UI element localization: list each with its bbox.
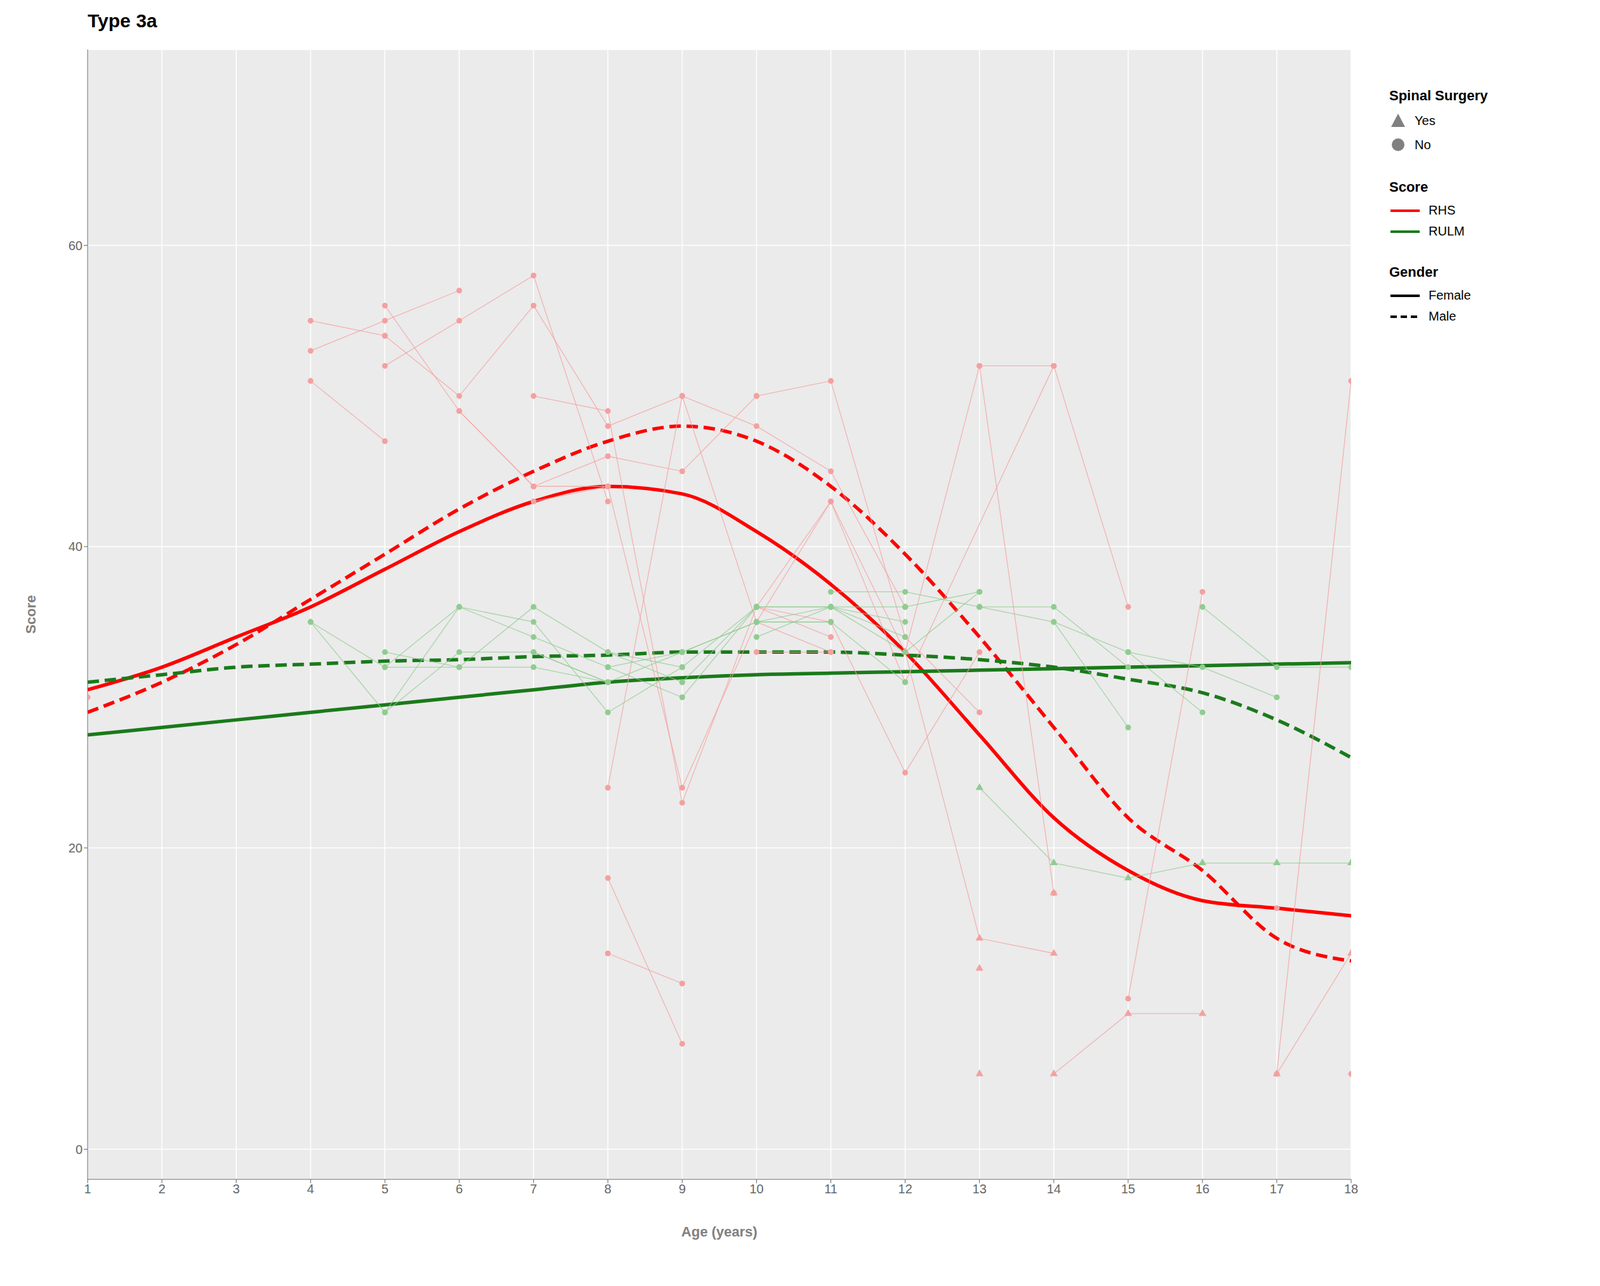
svg-text:0: 0	[75, 1142, 83, 1157]
svg-text:4: 4	[307, 1182, 315, 1197]
svg-text:60: 60	[68, 238, 83, 253]
html-text:RHS: RHS	[1428, 203, 1456, 218]
svg-text:11: 11	[824, 1182, 838, 1197]
svg-text:Score: Score	[22, 594, 39, 634]
html-text:Type 3a: Type 3a	[87, 10, 158, 32]
svg-text:15: 15	[1121, 1182, 1136, 1197]
svg-text:10: 10	[749, 1182, 764, 1197]
svg-text:12: 12	[898, 1182, 913, 1197]
html-text:Yes: Yes	[1414, 113, 1436, 128]
svg-text:7: 7	[530, 1182, 538, 1197]
svg-text:6: 6	[455, 1182, 463, 1197]
svg-text:Age (years): Age (years)	[681, 1224, 758, 1240]
svg-text:2: 2	[158, 1182, 166, 1197]
svg-text:14: 14	[1046, 1182, 1061, 1197]
svg-text:5: 5	[381, 1182, 389, 1197]
html-text:No: No	[1414, 137, 1431, 152]
html-text:Female: Female	[1428, 288, 1471, 303]
html-text:RULM: RULM	[1428, 224, 1465, 239]
html-text:Spinal Surgery: Spinal Surgery	[1389, 87, 1488, 104]
svg-text:9: 9	[678, 1182, 686, 1197]
svg-text:13: 13	[972, 1182, 987, 1197]
html-text:Male: Male	[1428, 309, 1457, 324]
html-text:Gender: Gender	[1389, 264, 1439, 280]
svg-text:8: 8	[604, 1182, 612, 1197]
svg-text:20: 20	[68, 841, 83, 856]
html-text:Score: Score	[1389, 179, 1429, 195]
svg-text:3: 3	[233, 1182, 240, 1197]
svg-text:16: 16	[1195, 1182, 1210, 1197]
svg-text:17: 17	[1269, 1182, 1284, 1197]
svg-text:40: 40	[68, 539, 83, 554]
svg-text:1: 1	[83, 1182, 91, 1197]
svg-text:18: 18	[1344, 1182, 1359, 1197]
